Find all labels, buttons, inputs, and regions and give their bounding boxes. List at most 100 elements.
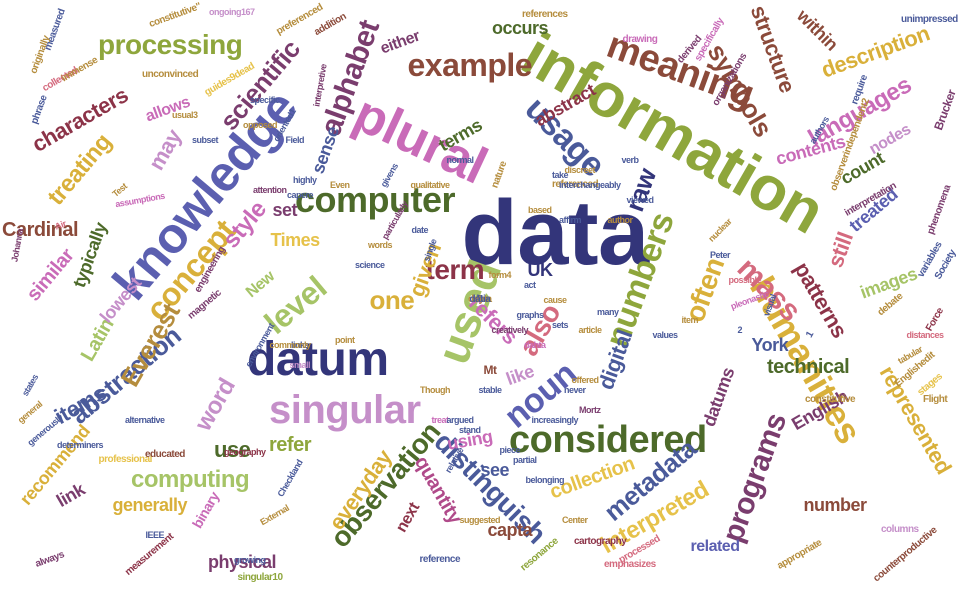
word-cloud-term: interchangeably — [559, 179, 621, 190]
word-cloud-term: occurs — [492, 18, 549, 38]
word-cloud-term: states — [19, 372, 40, 398]
word-cloud-term: word — [189, 374, 241, 436]
word-cloud-term: Mt — [483, 363, 498, 377]
word-cloud-term: highly — [293, 174, 317, 185]
word-cloud-term: treat — [431, 414, 450, 425]
word-cloud-term: stand — [459, 424, 481, 435]
word-cloud-term: Flight — [923, 394, 948, 405]
word-cloud-term: set — [272, 200, 298, 220]
word-cloud-term: immense — [59, 54, 100, 85]
word-cloud-term: educated — [145, 449, 185, 460]
word-cloud-term: see — [480, 460, 510, 480]
word-cloud-term: point — [335, 334, 355, 345]
word-cloud-term: dahta — [524, 339, 546, 350]
word-cloud-term: constitutive" — [147, 0, 203, 30]
word-cloud-term: offered — [571, 374, 600, 385]
word-cloud-term: columns — [881, 524, 919, 535]
word-cloud-term: appropriate — [775, 537, 824, 572]
word-cloud-term: External — [258, 502, 291, 527]
word-cloud-term: affirm — [559, 214, 582, 225]
word-cloud-term: Checkland — [274, 457, 305, 499]
word-cloud-term: images — [856, 263, 920, 303]
word-cloud-term: related — [690, 538, 740, 555]
word-cloud-term: capta — [487, 520, 533, 540]
word-cloud-term: opposed — [243, 119, 278, 130]
word-cloud-term: partial — [513, 454, 537, 465]
word-cloud-term: computer — [295, 179, 456, 220]
word-cloud-term: belonging — [525, 474, 565, 485]
word-cloud-term: within — [792, 5, 842, 55]
word-cloud-term: graphs — [516, 309, 545, 320]
word-cloud-term: programs — [716, 409, 794, 547]
word-cloud-term: Times — [270, 230, 321, 250]
word-cloud-term: still — [821, 228, 858, 271]
word-cloud-term: cause — [543, 294, 568, 305]
word-cloud-term: author — [607, 214, 634, 225]
word-cloud-term: words — [368, 239, 393, 250]
word-cloud-term: drawing — [622, 34, 658, 45]
word-cloud-term: determiners — [57, 439, 104, 450]
word-cloud-term: creatively — [491, 324, 529, 335]
word-cloud-term: Brucker — [931, 87, 959, 133]
word-cloud-term: description — [817, 20, 933, 83]
word-cloud-term: verb — [621, 154, 640, 165]
word-cloud-term: example — [407, 47, 533, 83]
word-cloud-term: use — [214, 437, 251, 462]
word-cloud-term: originally — [27, 34, 52, 76]
word-cloud-term: 5 — [477, 294, 484, 305]
word-cloud-term: nuclear — [705, 216, 734, 244]
word-cloud-term: usual3 — [172, 109, 198, 120]
word-cloud-term: normal — [446, 154, 475, 165]
word-cloud-term: phenomena — [925, 183, 954, 236]
word-cloud-term: one — [369, 285, 415, 315]
word-cloud-term: may — [142, 125, 186, 175]
word-cloud-term: next — [392, 500, 423, 536]
word-cloud-term: emphasizes — [604, 559, 656, 570]
word-cloud-term: considered — [509, 419, 707, 461]
word-cloud-term: never — [564, 384, 586, 395]
word-cloud-term: Center — [562, 514, 588, 525]
word-cloud-term: link — [52, 479, 88, 511]
word-cloud-term: subset — [192, 134, 219, 145]
word-cloud-term: ongoing167 — [209, 6, 255, 17]
word-cloud-term: take — [552, 169, 569, 180]
word-cloud-term: professional — [98, 454, 153, 465]
word-cloud-term: always — [33, 549, 66, 570]
word-cloud-term: phrase — [29, 93, 50, 126]
word-cloud-term: data — [461, 182, 650, 284]
word-cloud-term: York — [751, 335, 789, 355]
word-cloud-term: item — [681, 314, 699, 325]
word-cloud-term: article — [578, 324, 603, 335]
word-cloud-term: date — [411, 224, 429, 235]
word-cloud-term: constitutive — [805, 394, 856, 405]
word-cloud-term: referenced — [552, 179, 599, 190]
word-cloud-term: distances — [906, 329, 945, 340]
word-cloud-term: links — [291, 339, 310, 350]
word-cloud-term: processing — [98, 29, 243, 60]
word-cloud-term: commonly — [269, 339, 312, 350]
word-cloud-term: 0 — [477, 294, 484, 305]
word-cloud-term: piece — [499, 444, 521, 455]
word-cloud-term: Mortz — [579, 404, 601, 415]
word-cloud-term: unimpressed — [901, 14, 958, 25]
word-cloud-term: similar — [21, 244, 79, 306]
word-cloud-term: singular — [269, 388, 421, 432]
word-cloud-term: specific — [250, 94, 280, 105]
word-cloud-term: nodes — [865, 121, 914, 159]
word-cloud-term: form4 — [488, 269, 512, 280]
word-cloud-term: refer — [269, 434, 311, 456]
word-cloud-term: raw — [618, 164, 662, 216]
word-cloud-term: possible — [728, 274, 762, 285]
word-cloud-term: Though — [420, 384, 451, 395]
word-cloud-term: Field — [285, 134, 305, 145]
word-cloud-term: increasingly — [531, 414, 579, 425]
word-cloud-term: qualitative — [410, 179, 451, 190]
word-cloud-term: New — [242, 268, 278, 302]
word-cloud-term: term — [425, 254, 485, 285]
word-cloud-term: datums — [698, 364, 738, 430]
word-cloud-term: datia — [469, 294, 491, 305]
word-cloud-term: many — [597, 306, 619, 317]
word-cloud-term: attention — [253, 184, 287, 195]
word-cloud-term: science — [355, 259, 385, 270]
word-cloud-term: unconvinced — [142, 69, 199, 80]
